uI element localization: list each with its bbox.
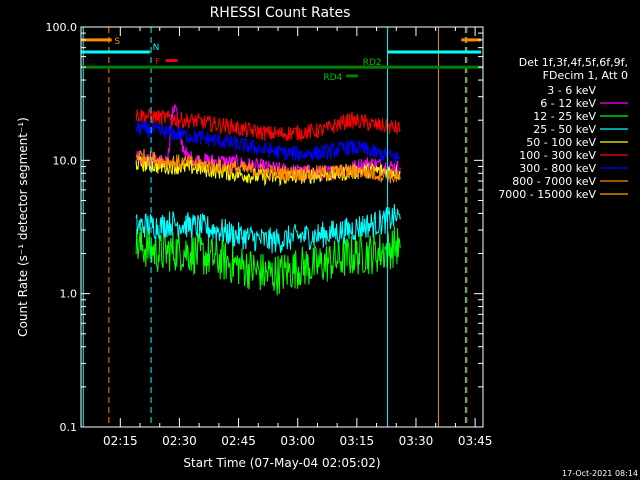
plot-layer: S NF RD2 RD4 100.0 10.0 1.0 0.1 02:15 02:30 02:45 0…	[46, 21, 493, 448]
plot-frame	[80, 26, 484, 428]
series-line-300-800-kev	[135, 120, 401, 164]
series-line-25-50-kev	[135, 203, 401, 254]
x-tick-label: 02:15	[103, 434, 138, 448]
legend-entry-label: 12 - 25 keV	[533, 110, 596, 123]
x-tick-label: 02:30	[162, 434, 197, 448]
footer-timestamp: 17-Oct-2021 08:14	[562, 469, 638, 478]
status-bar-label: RD4	[323, 73, 342, 83]
y-axis-label: Count Rate (s⁻¹ detector segment⁻¹)	[16, 117, 30, 337]
x-tick-label: 03:30	[399, 434, 434, 448]
legend-entry-label: 50 - 100 keV	[526, 136, 596, 149]
status-bar-label: S	[114, 37, 120, 47]
status-bar-label: N	[153, 43, 160, 53]
chart-title: RHESSI Count Rates	[210, 5, 351, 21]
legend-entry-label: 6 - 12 keV	[540, 97, 596, 110]
x-tick-label: 02:45	[221, 434, 256, 448]
legend-title-line: Det 1f,3f,4f,5f,6f,9f,	[519, 56, 628, 69]
x-tick-label: 03:45	[458, 434, 493, 448]
series-line-800-7000-kev	[135, 148, 401, 184]
y-tick-label: 0.1	[60, 421, 78, 434]
legend-entry-label: 3 - 6 keV	[547, 84, 596, 97]
y-tick-label: 1.0	[60, 288, 78, 301]
legend-title-line: FDecim 1, Att 0	[543, 69, 628, 82]
series-line-100-300-kev	[135, 108, 401, 142]
legend-entry-label: 7000 - 15000 keV	[498, 188, 596, 201]
x-tick-label: 03:00	[280, 434, 315, 448]
legend-entry-label: 800 - 7000 keV	[512, 175, 596, 188]
x-axis-label: Start Time (07-May-04 02:05:02)	[183, 456, 380, 470]
legend-entry-label: 300 - 800 keV	[519, 162, 596, 175]
status-bar-label: RD2	[363, 58, 382, 68]
series-line-12-25-kev	[135, 226, 401, 296]
legend: Det 1f,3f,4f,5f,6f,9f,FDecim 1, Att 0 3 -…	[498, 56, 628, 201]
x-tick-label: 03:15	[340, 434, 375, 448]
legend-entry-label: 25 - 50 keV	[533, 123, 596, 136]
y-tick-label: 10.0	[53, 154, 78, 167]
series-line-50-100-kev	[135, 156, 401, 187]
legend-entry-label: 100 - 300 keV	[519, 149, 596, 162]
y-tick-label: 100.0	[46, 21, 78, 34]
status-bar-label: F	[155, 58, 160, 68]
